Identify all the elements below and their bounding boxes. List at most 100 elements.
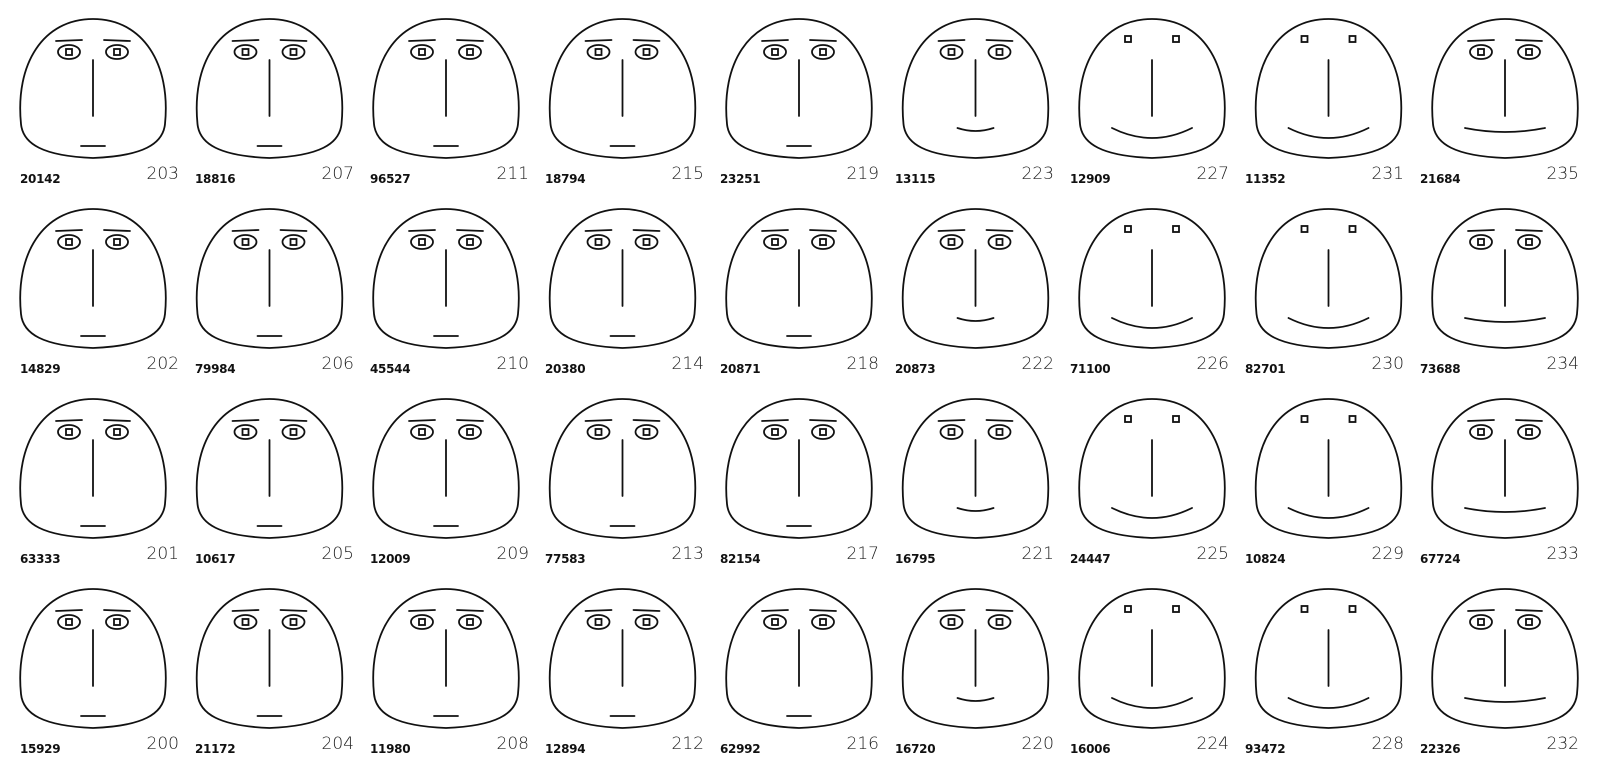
eye-icon [105, 424, 129, 440]
face-drawing [725, 18, 873, 159]
face-outline [1078, 208, 1226, 349]
eye-icon [1172, 415, 1180, 423]
eyebrow-icon [937, 609, 966, 612]
eye-icon [1172, 605, 1180, 613]
pupil-icon [594, 428, 603, 436]
eyebrow-icon [761, 609, 789, 612]
face-id-label: 82154 [720, 552, 761, 566]
face-drawing [1431, 208, 1579, 349]
eye-icon [1517, 424, 1541, 440]
face-cell: 16720 220 [893, 574, 1068, 764]
face-drawing [725, 208, 873, 349]
eye-icon [1172, 225, 1180, 233]
face-id-label: 62992 [720, 742, 761, 756]
eyebrow-icon [584, 229, 613, 232]
pupil-icon [289, 428, 298, 436]
pupil-icon [819, 428, 827, 436]
face-outline [725, 18, 873, 159]
eyebrow-icon [408, 609, 436, 612]
face-outline [195, 588, 344, 729]
face-outline [1254, 588, 1403, 729]
pupil-icon [642, 428, 651, 436]
pupil-icon [466, 48, 474, 56]
eye-icon [634, 614, 659, 630]
pupil-icon [113, 238, 121, 246]
pupil-icon [113, 48, 121, 56]
eyebrow-icon [408, 39, 436, 42]
eye-icon [811, 44, 835, 60]
face-drawing [1078, 208, 1226, 349]
face-drawing [195, 18, 344, 159]
eye-icon [763, 234, 787, 250]
eyebrow-icon [1515, 229, 1543, 232]
pupil-icon [819, 238, 827, 246]
eye-icon [586, 234, 611, 250]
mouth-icon [956, 507, 995, 512]
face-drawing [901, 588, 1050, 729]
mouth-icon [956, 317, 995, 322]
face-number-label: 235 [1546, 164, 1579, 184]
pupil-icon [642, 238, 651, 246]
face-number-label: 225 [1196, 544, 1229, 564]
eyebrow-icon [632, 419, 661, 422]
pupil-icon [65, 48, 73, 56]
face-drawing [1078, 588, 1226, 729]
face-number-label: 223 [1021, 164, 1054, 184]
pupil-icon [771, 238, 779, 246]
eye-icon [1300, 605, 1309, 613]
eyebrow-icon [985, 39, 1014, 42]
face-cell: 93472 228 [1243, 574, 1418, 764]
face-id-label: 20871 [720, 362, 761, 376]
eyebrow-icon [985, 419, 1014, 422]
face-drawing [1254, 588, 1403, 729]
face-outline [19, 398, 167, 539]
pupil-icon [241, 428, 250, 436]
eyebrow-icon [809, 229, 837, 232]
face-number-label: 205 [321, 544, 354, 564]
eye-icon [987, 234, 1012, 250]
face-id-label: 18794 [545, 172, 586, 186]
eye-icon [811, 234, 835, 250]
eyebrow-icon [103, 419, 131, 422]
eye-icon [1469, 44, 1493, 60]
face-id-label: 79984 [195, 362, 236, 376]
pupil-icon [113, 428, 121, 436]
face-number-label: 217 [846, 544, 879, 564]
face-outline [725, 208, 873, 349]
face-id-label: 20873 [895, 362, 936, 376]
face-id-label: 16720 [895, 742, 936, 756]
face-cell: 16006 224 [1068, 574, 1243, 764]
pupil-icon [113, 618, 121, 626]
pupil-icon [418, 618, 426, 626]
eyebrow-icon [231, 609, 260, 612]
eye-icon [105, 44, 129, 60]
pupil-icon [771, 618, 779, 626]
face-outline [901, 398, 1050, 539]
face-id-label: 21172 [195, 742, 236, 756]
face-cell: 11980 208 [368, 574, 543, 764]
eyebrow-icon [456, 39, 484, 42]
face-drawing [1431, 18, 1579, 159]
eyebrow-icon [584, 609, 613, 612]
mouth-icon [1287, 127, 1370, 139]
face-drawing [725, 398, 873, 539]
face-number-label: 221 [1021, 544, 1054, 564]
eyebrow-icon [761, 39, 789, 42]
face-number-label: 220 [1021, 734, 1054, 754]
mouth-icon [1464, 127, 1546, 133]
pupil-icon [642, 618, 651, 626]
eye-icon [939, 234, 964, 250]
eye-icon [811, 614, 835, 630]
eye-icon [458, 44, 482, 60]
eyebrow-icon [632, 609, 661, 612]
eye-icon [233, 234, 258, 250]
face-number-label: 218 [846, 354, 879, 374]
face-outline [1431, 18, 1579, 159]
face-id-label: 20142 [20, 172, 61, 186]
pupil-icon [642, 48, 651, 56]
eye-icon [105, 614, 129, 630]
eyebrow-icon [1467, 419, 1495, 422]
pupil-icon [594, 238, 603, 246]
eye-icon [634, 44, 659, 60]
face-number-label: 213 [671, 544, 704, 564]
